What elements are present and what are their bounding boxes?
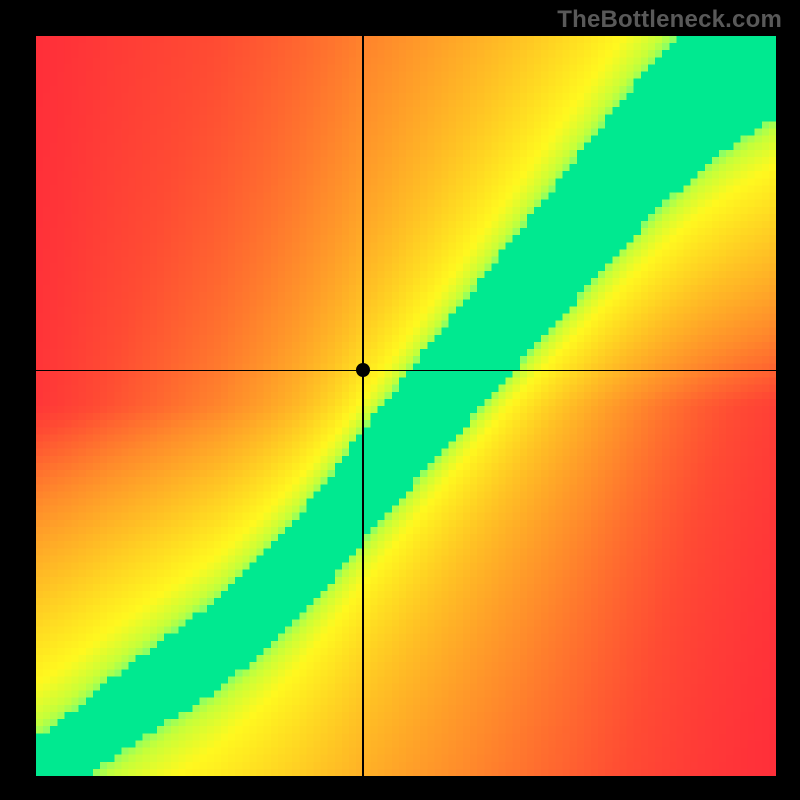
crosshair-vertical — [362, 36, 364, 776]
crosshair-horizontal — [36, 370, 776, 372]
chart-container: TheBottleneck.com — [0, 0, 800, 800]
heatmap-canvas — [36, 36, 776, 776]
watermark-text: TheBottleneck.com — [557, 6, 782, 34]
